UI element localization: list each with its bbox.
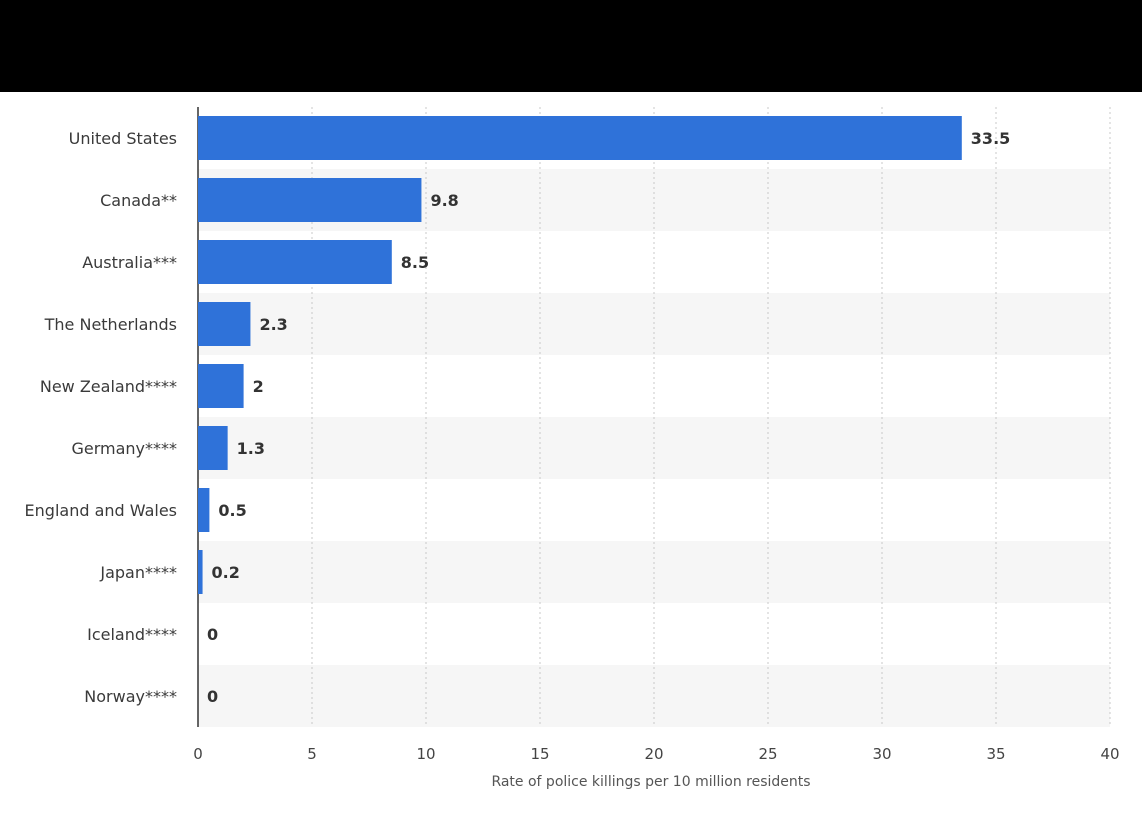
x-tick-label: 40	[1100, 745, 1119, 763]
gridlines	[311, 107, 1111, 727]
banner-gap	[0, 92, 1142, 96]
category-labels: United States Canada** Australia*** The Net…	[25, 129, 177, 706]
x-tick-label: 10	[416, 745, 435, 763]
category-label: Australia***	[82, 253, 177, 272]
x-tick-label: 15	[530, 745, 549, 763]
x-tick-label: 0	[193, 745, 203, 763]
bars	[198, 116, 962, 594]
bar	[198, 178, 422, 222]
x-tick-label: 30	[872, 745, 891, 763]
bar	[198, 426, 228, 470]
value-label: 1.3	[237, 439, 265, 458]
x-tick-labels: 0 5 10 15 20 25 30 35 40	[193, 745, 1119, 763]
value-label: 33.5	[971, 129, 1010, 148]
top-banner	[0, 0, 1142, 92]
value-label: 0	[207, 625, 218, 644]
value-label: 9.8	[430, 191, 458, 210]
category-label: Iceland****	[87, 625, 177, 644]
category-label: The Netherlands	[44, 315, 177, 334]
x-tick-label: 5	[307, 745, 317, 763]
category-label: Japan****	[99, 563, 177, 582]
x-tick-label: 25	[758, 745, 777, 763]
bar	[198, 240, 392, 284]
x-axis-title: Rate of police killings per 10 million r…	[491, 774, 810, 790]
bar	[198, 550, 203, 594]
value-label: 2	[253, 377, 264, 396]
category-label: Norway****	[84, 687, 177, 706]
value-label: 2.3	[259, 315, 287, 334]
bar	[198, 302, 251, 346]
x-tick-label: 20	[644, 745, 663, 763]
value-labels: 33.5 9.8 8.5 2.3 2 1.3 0.5 0.2 0 0	[207, 129, 1010, 706]
value-label: 8.5	[401, 253, 429, 272]
category-label: Germany****	[71, 439, 177, 458]
value-label: 0	[207, 687, 218, 706]
bar	[198, 364, 244, 408]
category-label: Canada**	[100, 191, 177, 210]
bar	[198, 116, 962, 160]
value-label: 0.2	[212, 563, 240, 582]
category-label: New Zealand****	[40, 377, 177, 396]
bar	[198, 488, 210, 532]
value-label: 0.5	[218, 501, 246, 520]
row-band	[198, 665, 1110, 727]
category-label: England and Wales	[25, 501, 177, 520]
x-tick-label: 35	[986, 745, 1005, 763]
category-label: United States	[69, 129, 177, 148]
